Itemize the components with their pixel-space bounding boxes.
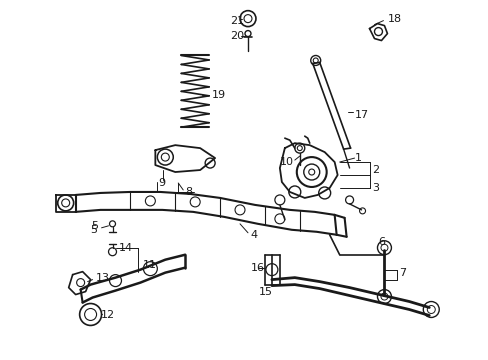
Text: 12: 12: [101, 310, 115, 320]
Text: 21: 21: [229, 15, 244, 26]
Text: 3: 3: [372, 183, 379, 193]
Text: 10: 10: [279, 157, 293, 167]
Text: 19: 19: [212, 90, 226, 100]
Text: 8: 8: [185, 187, 192, 197]
Text: 4: 4: [249, 230, 257, 240]
Text: 14: 14: [118, 243, 132, 253]
Text: 16: 16: [250, 263, 264, 273]
Text: 7: 7: [399, 267, 406, 278]
Text: 17: 17: [354, 110, 368, 120]
Text: 5: 5: [90, 225, 98, 235]
Text: 18: 18: [386, 14, 401, 24]
Text: 2: 2: [372, 165, 379, 175]
Text: 1: 1: [354, 153, 361, 163]
Text: 5: 5: [91, 221, 99, 231]
Text: 9: 9: [158, 178, 165, 188]
Text: 13: 13: [95, 273, 109, 283]
Text: 20: 20: [229, 31, 244, 41]
Text: 11: 11: [142, 260, 156, 270]
Text: 6: 6: [377, 237, 384, 247]
Text: 15: 15: [258, 287, 272, 297]
